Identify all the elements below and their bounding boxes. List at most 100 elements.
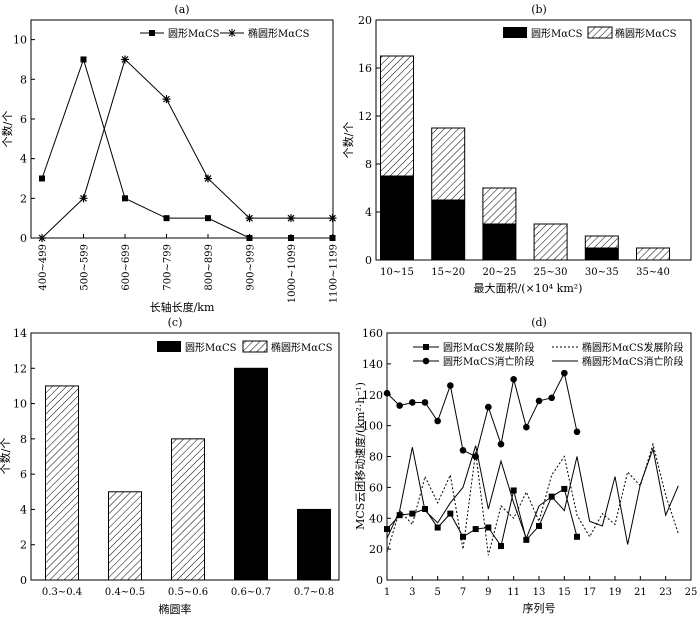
panel-d-ytick-label: 60 (369, 481, 383, 494)
panel-b-bar-hatch (431, 127, 466, 201)
panel-a-point-asterisk (162, 95, 171, 104)
panel-c-label: (c) (168, 316, 183, 329)
panel-c-xtick-label: 0.7~0.8 (294, 587, 334, 598)
panel-c-legend: 圆形MαCS 椭圆形MαCS (157, 340, 333, 354)
panel-b-bar-solid (482, 223, 517, 261)
panel-b-legend: 圆形MαCS 椭圆形MαCS (503, 26, 677, 40)
panel-b: (b) 0 4 8 12 16 20 10~15 15~20 20~25 25~30 30~35 3… (342, 3, 692, 295)
panel-d-point-square (498, 543, 504, 550)
panel-c-x-axis: 0.3~0.4 0.4~0.5 0.5~0.6 0.6~0.7 0.7~0.8 (42, 587, 334, 598)
panel-d-point-circle (396, 402, 403, 409)
panel-d-xtick-label: 3 (409, 587, 415, 598)
panel-a-series-line (41, 58, 333, 239)
panel-c-ytick-label: 12 (13, 362, 27, 375)
panel-a-xtick-label: 900~999 (246, 244, 257, 291)
panel-a-plot (38, 55, 337, 242)
panel-b-bar-solid (431, 199, 466, 261)
panel-d-legend-label: 圆形MαCS消亡阶段 (443, 355, 535, 368)
panel-b-legend-label: 椭圆形MαCS (615, 27, 677, 40)
panel-d-series-line (386, 445, 679, 545)
panel-b-legend-swatch (587, 26, 613, 39)
panel-b-xtick-label: 20~25 (482, 267, 516, 278)
panel-a: (a) 0 2 4 6 8 10 400~499 500~599 600~699 700~799… (1, 3, 340, 314)
panel-b-bar-solid (584, 247, 619, 261)
panel-d-xtick-label: 9 (485, 587, 491, 598)
panel-a-point-square (39, 175, 45, 182)
panel-d-ytick-label: 100 (362, 420, 383, 433)
panel-d-ytick-label: 140 (362, 358, 383, 371)
panel-c-ytick-label: 8 (20, 433, 27, 446)
panel-d-point-square (384, 526, 390, 533)
panel-b-legend-label: 圆形MαCS (531, 28, 583, 40)
panel-d-point-square (561, 485, 568, 492)
panel-b-xtick-label: 15~20 (431, 267, 465, 278)
panel-a-point-square (288, 235, 294, 241)
panel-d-point-circle (383, 389, 391, 397)
panel-a-series-line (41, 57, 333, 239)
panel-a-point-asterisk (79, 194, 88, 203)
panel-d-ytick-label: 40 (369, 512, 383, 525)
panel-b-ytick-label: 12 (358, 110, 372, 123)
panel-b-bar-hatch (380, 55, 414, 177)
panel-c-xtick-label: 0.6~0.7 (231, 587, 271, 598)
panel-d-ytick-label: 0 (376, 574, 383, 587)
panel-d-point-circle (510, 376, 517, 383)
panel-c-xtick-label: 0.5~0.6 (168, 587, 208, 598)
panel-d-xtick-label: 1 (384, 587, 390, 598)
panel-c-ytick-label: 14 (13, 327, 27, 340)
panel-d-point-square (460, 533, 466, 540)
panel-d-y-axis: 0 20 40 60 80 100 120 140 160 (362, 327, 391, 587)
panel-c-bar-solid (297, 508, 331, 581)
panel-d-point-circle (561, 369, 568, 377)
panel-a-point-square (329, 235, 336, 241)
panel-a-point-square (205, 215, 211, 222)
panel-c-legend-swatch (157, 341, 181, 352)
panel-b-xtick-label: 10~15 (380, 267, 414, 278)
panel-c-ytick-label: 2 (20, 539, 27, 552)
panel-b-frame (375, 19, 692, 261)
panel-d-point-square (472, 526, 479, 533)
panel-d-series-line (386, 442, 679, 556)
panel-c-legend-label: 椭圆形MαCS (271, 341, 333, 354)
panel-d-point-square (523, 536, 530, 543)
panel-d-ytick-label: 120 (362, 389, 383, 402)
panel-d-xtick-label: 23 (659, 587, 672, 598)
panel-a-ytick-label: 10 (13, 34, 27, 47)
panel-d-point-square (536, 522, 542, 529)
panel-a-xtick-label: 400~499 (38, 244, 49, 291)
panel-d-xtick-label: 19 (609, 587, 622, 598)
panel-a-point-square (122, 195, 128, 202)
panel-b-ytick-label: 4 (365, 206, 372, 219)
panel-d-xtick-label: 15 (558, 587, 571, 598)
panel-d-point-circle (573, 428, 581, 436)
panel-a-point-square (246, 235, 253, 241)
panel-b-y-axis: 0 4 8 12 16 20 (358, 14, 380, 267)
panel-d-plot (383, 369, 679, 556)
panel-b-xtick-label: 30~35 (585, 267, 619, 278)
panel-d-point-circle (548, 394, 555, 402)
panel-a-point-asterisk (121, 55, 129, 64)
panel-c-plot (45, 367, 331, 581)
panel-a-xlabel: 长轴长度/km (150, 300, 215, 314)
panel-b-ylabel: 个数/个 (342, 122, 355, 159)
panel-d-point-circle (523, 423, 530, 431)
panel-a-legend-label: 椭圆形MαCS (248, 27, 310, 40)
panel-a-point-square (163, 215, 170, 222)
panel-d-point-circle (535, 397, 543, 405)
panel-d-label: (d) (531, 316, 547, 329)
panel-a-xtick-label: 1000~1099 (287, 244, 298, 303)
panel-c-xtick-label: 0.4~0.5 (105, 587, 145, 598)
panel-d-legend-marker (423, 344, 429, 350)
panel-b-legend-swatch (503, 27, 527, 38)
panel-a-point-asterisk (287, 214, 295, 223)
panel-a-legend-marker (228, 29, 236, 37)
panel-b-bar-solid (380, 175, 414, 261)
panel-b-x-axis: 10~15 15~20 20~25 25~30 30~35 35~40 (380, 267, 670, 278)
panel-d-point-circle (485, 403, 492, 411)
panel-c-ytick-label: 6 (20, 468, 27, 481)
panel-c-y-axis: 0 2 4 6 8 10 12 14 (13, 327, 35, 587)
panel-c: (c) 0 2 4 6 8 10 12 14 0.3~0.4 0.4~0.5 0.5~0.6 0.6… (0, 316, 340, 616)
panel-a-legend-marker (149, 30, 155, 36)
panel-a-x-axis: 400~499 500~599 600~699 700~799 800~899 900~9… (38, 234, 340, 303)
